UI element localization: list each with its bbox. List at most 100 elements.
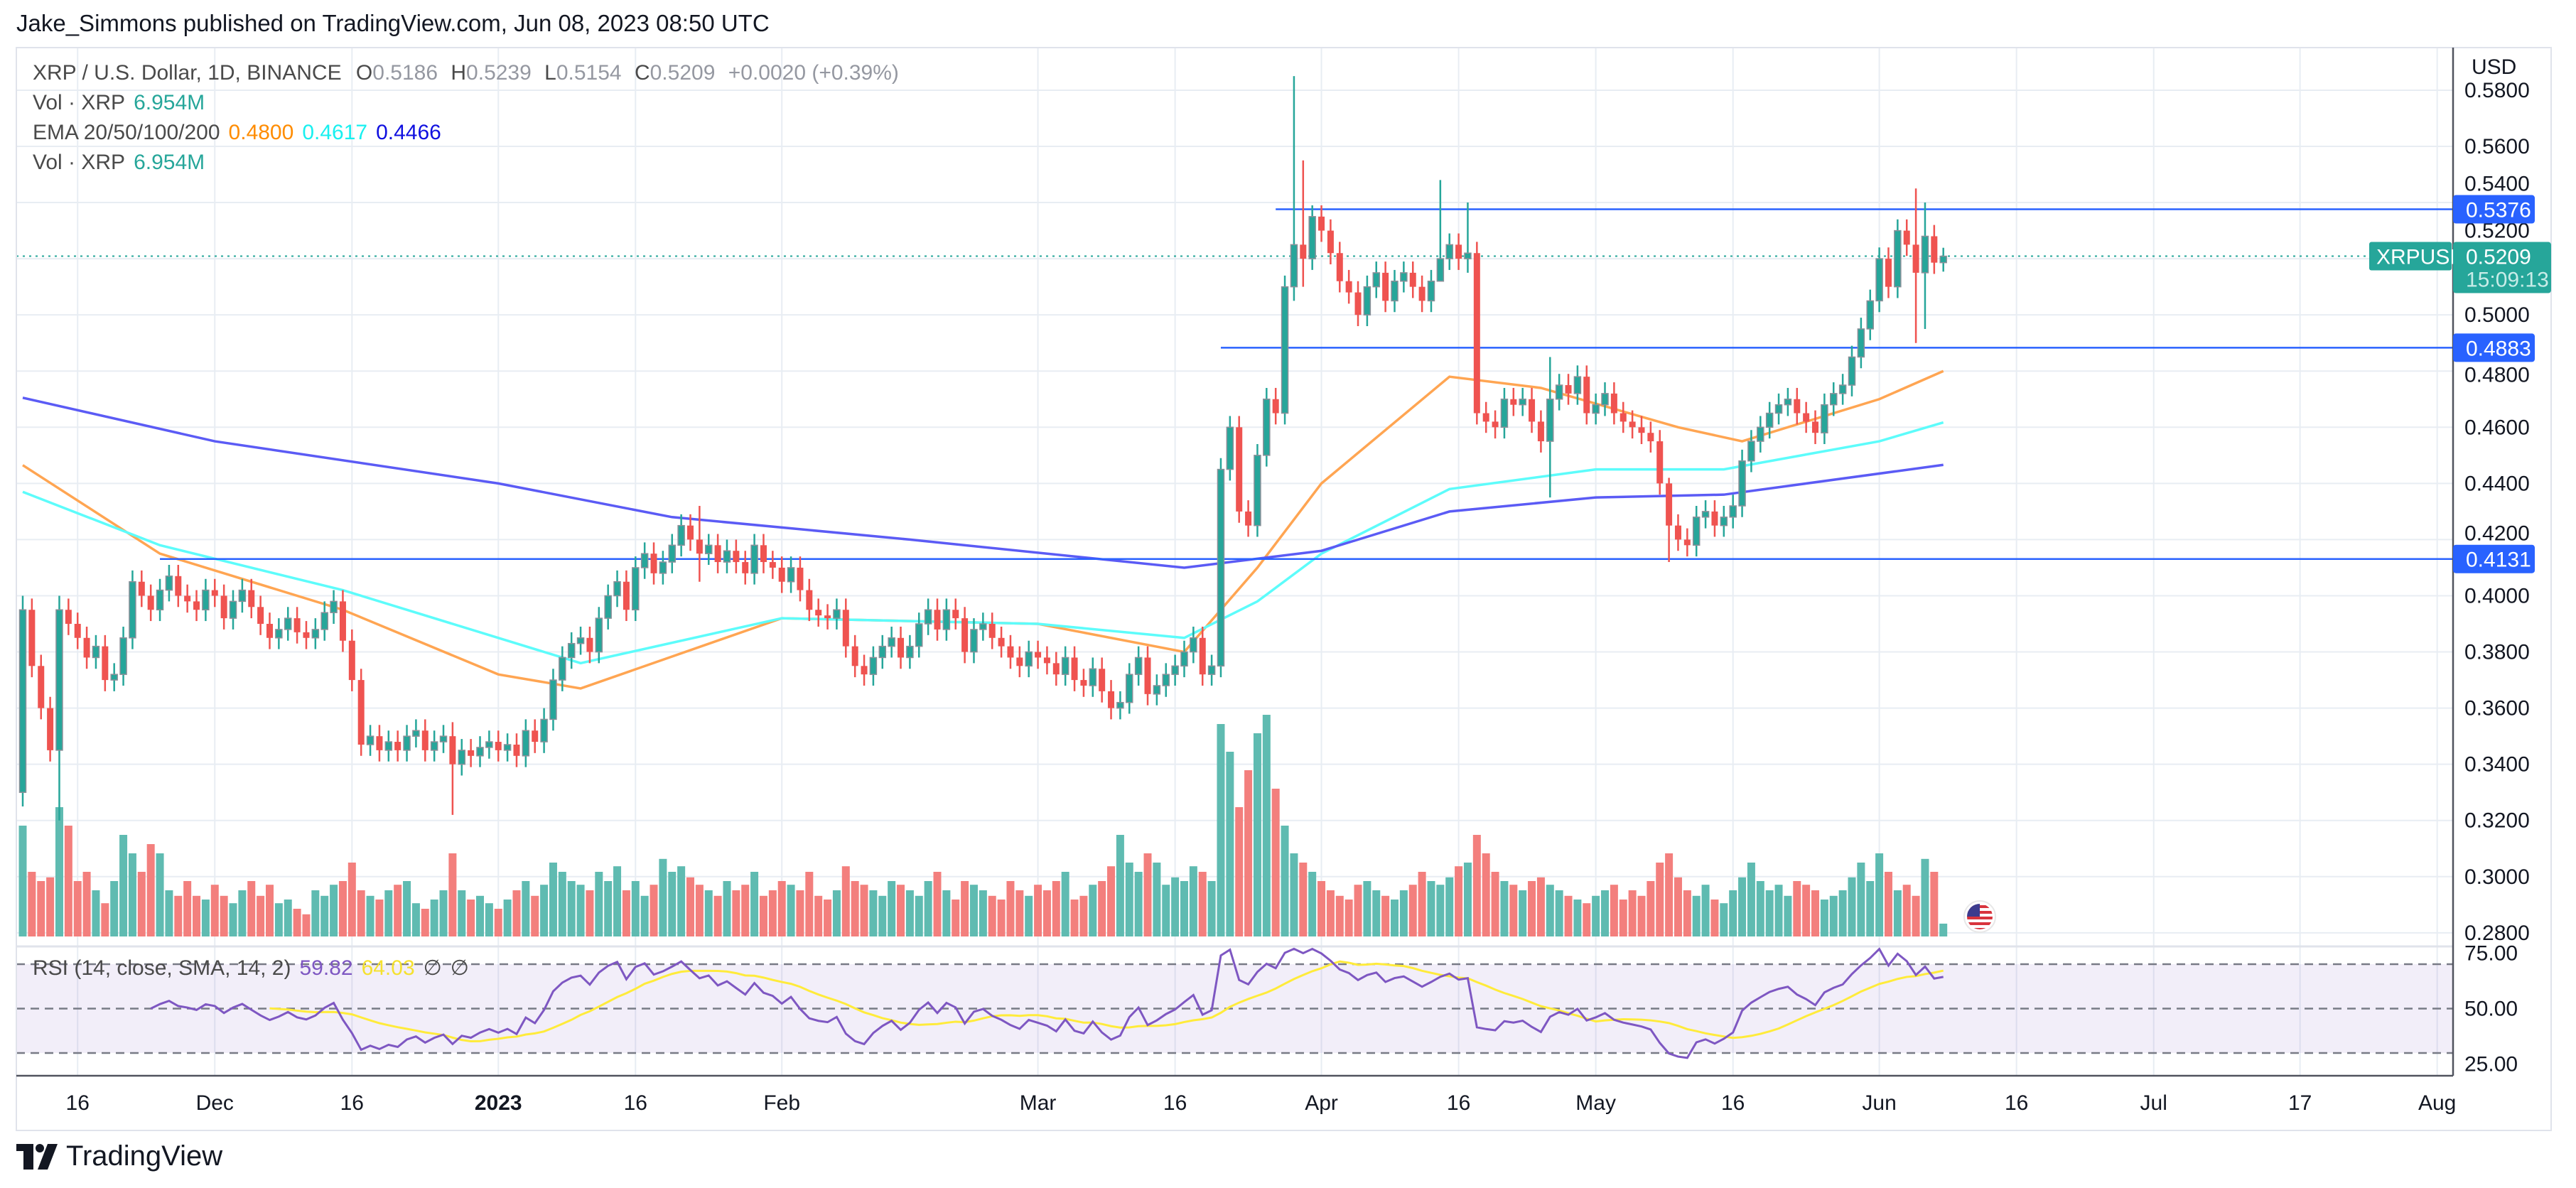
volume-bar [1427,881,1435,936]
ema100-value: 0.4466 [376,121,441,144]
volume-bar [238,890,247,936]
low-label: L [544,61,556,85]
candle-body [723,550,731,563]
volume-legend[interactable]: Vol · XRP 6.954M [33,91,213,115]
volume-bar [165,890,173,936]
volume-bar [146,844,155,936]
volume-bars [18,715,1948,936]
time-axis[interactable]: 16 Dec 16 2023 16 Feb Mar 16 Apr 16 May 16 Jun 16 Jul 1… [66,1091,2457,1115]
volume-bar [659,858,667,936]
volume-bar [1820,900,1828,936]
candle-body [513,744,520,756]
candle-body [869,657,878,675]
volume-bar [1326,890,1335,936]
candle-body [1482,413,1489,422]
time-tick-label: Apr [1305,1091,1338,1115]
candle-body [503,744,512,751]
candle-body [1300,244,1307,259]
candle-body [1803,413,1810,422]
volume-bar [1391,900,1399,936]
rsi-legend[interactable]: RSI (14, close, SMA, 14, 2) 59.82 64.03 ∅ ∅ [33,956,478,981]
time-tick-label: 16 [2005,1091,2028,1115]
candle-body [632,567,640,610]
candle-body [988,624,996,638]
us-flag-event-icon[interactable] [1963,900,1996,933]
candle-body [1207,665,1216,675]
price-tick-label: 0.4200 [2464,522,2530,546]
ema-legend[interactable]: EMA 20/50/100/200 0.4800 0.4617 0.4466 [33,121,450,145]
candle-body [1099,669,1106,691]
time-tick-label: 16 [624,1091,647,1115]
candle-body [1473,253,1480,414]
level-price-label: 0.5376 [2466,199,2531,222]
volume-bar [1729,890,1737,936]
high-label: H [451,61,467,85]
time-tick-label: 16 [1447,1091,1470,1115]
candle-body [1226,426,1234,470]
volume-bar [969,885,978,936]
tradingview-logo[interactable]: TradingView [16,1140,222,1172]
volume-bar [1070,900,1079,936]
candle-body [1674,525,1681,540]
price-tick-label: 0.3200 [2464,809,2530,833]
candle-body [1583,377,1590,414]
volume-bar [1408,885,1417,936]
volume-bar [631,881,640,936]
volume-bar [1445,877,1454,936]
candle-body [1445,244,1453,259]
publisher-header: Jake_Simmons published on TradingView.co… [16,10,770,36]
volume-bar [1875,853,1884,936]
horizontal-lines[interactable] [160,208,2453,560]
volume-bar [522,881,530,936]
candle-body [238,589,247,603]
candle-body [485,741,493,748]
volume-bar [128,853,136,936]
candle-body [952,610,959,619]
level-price-label: 0.4883 [2466,337,2531,360]
grid [16,48,2453,1076]
candle-body [1354,292,1362,315]
volume-bar [476,895,484,936]
volume-bar [1802,885,1811,936]
volume-bar [814,895,823,936]
price-axis[interactable]: USD0.58000.56000.54000.52000.50000.48000… [2464,55,2530,945]
volume-bar [604,881,613,936]
volume-bar [347,863,356,936]
close-label: C [634,61,650,85]
candle-body [1427,280,1435,302]
volume-bar [411,903,420,936]
tradingview-logo-icon [16,1143,58,1170]
volume-bar [933,872,942,936]
candle-body [1765,412,1774,428]
volume-bar [768,890,777,936]
candle-body [1565,385,1572,394]
volume-bar [1015,890,1024,936]
volume-bar [1034,885,1042,936]
volume-bar [467,900,475,936]
price-tick-label: 0.5400 [2464,173,2530,196]
candle-body [1629,421,1636,428]
volume-bar [832,890,841,936]
ema50-value: 0.4617 [302,121,368,144]
volume-bar [1519,890,1527,936]
candle-body [915,623,923,647]
volume-bar [193,895,201,936]
ema-line [22,369,1944,690]
rsi-line [150,947,1944,1059]
rsi-tick-label: 50.00 [2464,998,2518,1021]
volume-bar [1811,890,1820,936]
volume-bar [713,895,722,936]
candle-body [604,595,612,619]
rsi-axis[interactable]: 75.00 50.00 25.00 [2464,941,2518,1076]
volume-bar [338,881,347,936]
symbol-legend[interactable]: XRP / U.S. Dollar, 1D, BINANCE O0.5186 H… [33,61,899,85]
time-tick-label: 16 [66,1091,90,1115]
volume-bar [924,881,932,936]
change-value: +0.0020 (+0.39%) [728,61,899,85]
rsi-extra-value: ∅ [423,956,442,980]
volume-bar [156,853,164,936]
volume-bar [1235,807,1244,936]
volume-legend-2[interactable]: Vol · XRP 6.954M [33,151,213,175]
candle-body [1555,384,1563,400]
